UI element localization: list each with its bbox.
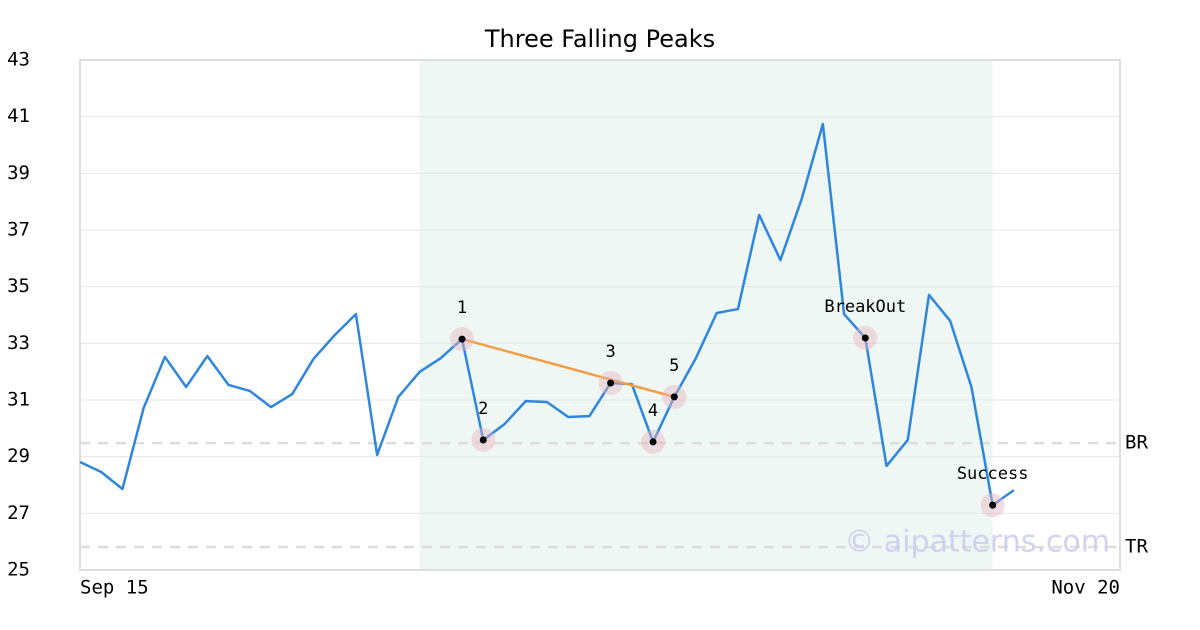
annotation-label: 4 [648, 401, 658, 421]
y-tick-label: 29 [7, 445, 30, 467]
shaded-region [419, 60, 993, 570]
y-tick-label: 43 [7, 49, 30, 71]
y-tick-label: 35 [7, 275, 30, 297]
plot-frame [79, 59, 1121, 571]
annotation-dot [607, 379, 615, 387]
y-tick-label: 31 [7, 389, 30, 411]
annotation-dot [861, 334, 869, 342]
level-label: TR [1125, 536, 1148, 558]
y-tick-label: 25 [7, 559, 30, 581]
annotation-dot [649, 438, 657, 446]
y-tick-label: 39 [7, 162, 30, 184]
y-tick-label: 27 [7, 502, 30, 524]
y-tick-label: 37 [7, 219, 30, 241]
annotation-dot [458, 335, 466, 343]
x-tick-label: Sep 15 [80, 577, 149, 599]
annotation-dot [670, 393, 678, 401]
annotation-label: 1 [457, 298, 467, 318]
annotation-label: BreakOut [824, 297, 906, 317]
annotation-dot [989, 501, 997, 509]
annotation-label: Success [957, 464, 1029, 484]
annotation-dot [479, 436, 487, 444]
y-tick-label: 41 [7, 105, 30, 127]
annotation-label: 3 [605, 342, 615, 362]
trend-line [461, 337, 675, 399]
annotation-label: 5 [669, 356, 679, 376]
y-tick-label: 33 [7, 332, 30, 354]
price-line [79, 122, 1015, 507]
level-label: BR [1125, 432, 1148, 454]
x-tick-label: Nov 20 [1051, 577, 1120, 599]
annotation-label: 2 [478, 399, 488, 419]
chart-title: Three Falling Peaks [484, 25, 715, 53]
watermark: © aipatterns.com [844, 525, 1110, 560]
